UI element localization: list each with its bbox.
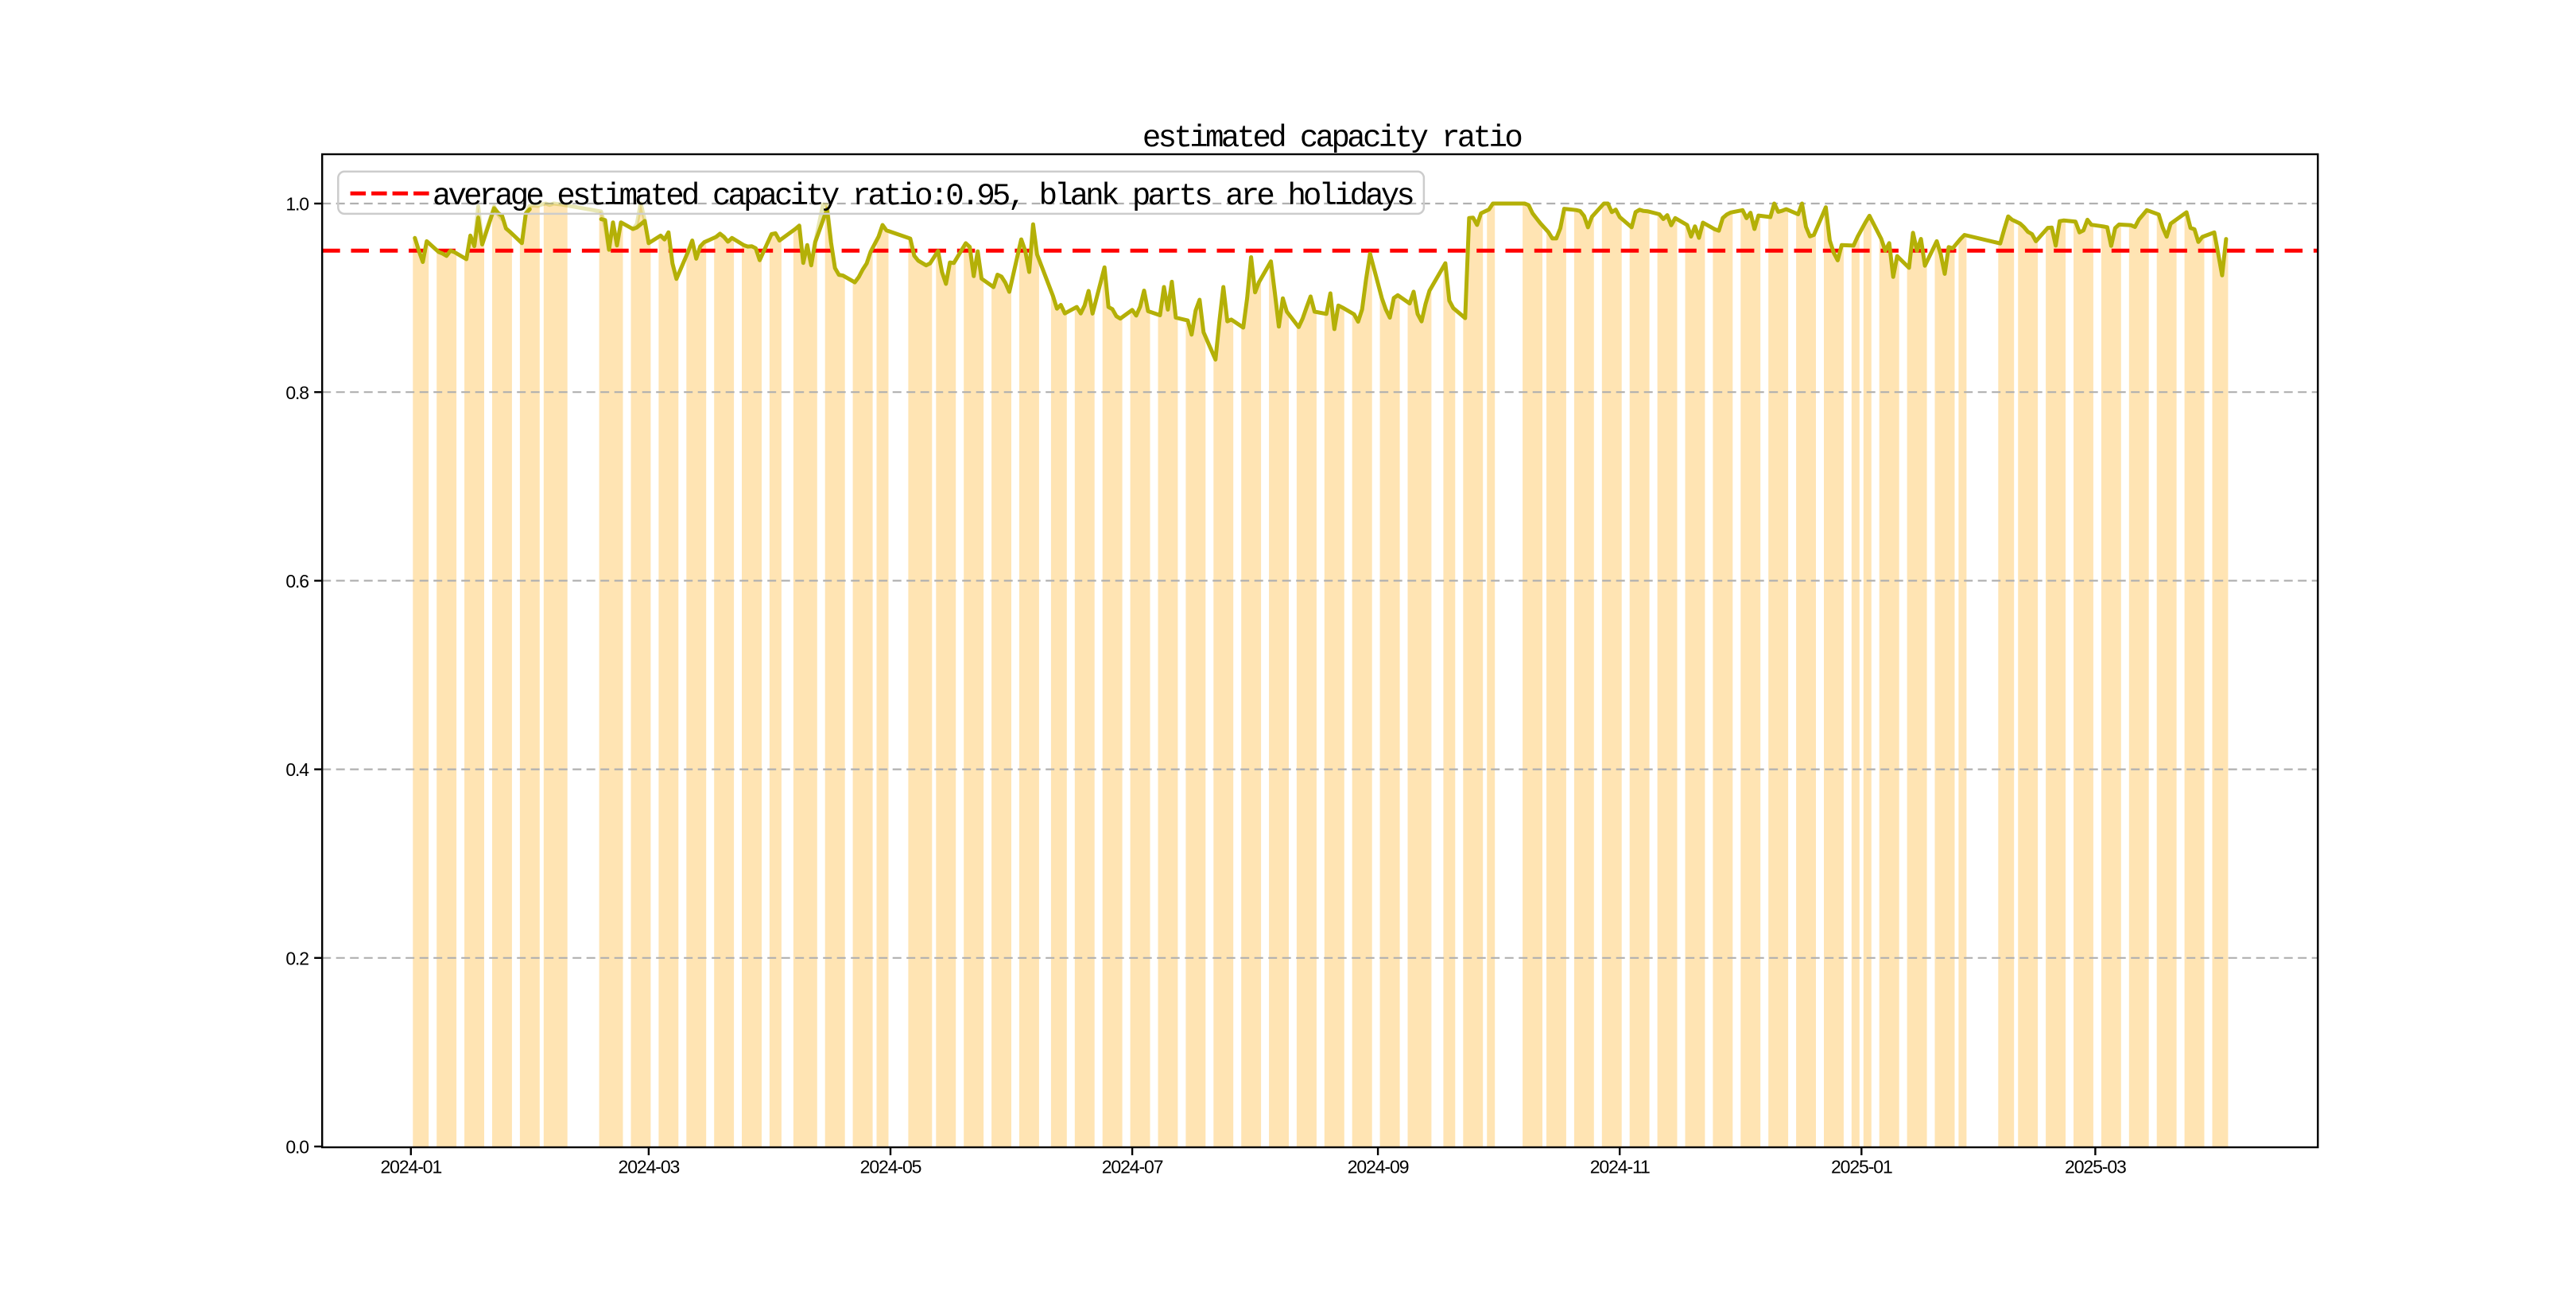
svg-text:2024-03: 2024-03 xyxy=(619,1157,680,1178)
svg-text:2024-05: 2024-05 xyxy=(860,1157,921,1178)
svg-text:2024-11: 2024-11 xyxy=(1590,1157,1650,1178)
svg-text:2024-09: 2024-09 xyxy=(1348,1157,1409,1178)
svg-text:2025-03: 2025-03 xyxy=(2065,1157,2126,1178)
svg-text:0.6: 0.6 xyxy=(285,571,308,592)
svg-text:2024-07: 2024-07 xyxy=(1102,1157,1163,1178)
svg-text:0.2: 0.2 xyxy=(285,948,308,968)
svg-text:2025-01: 2025-01 xyxy=(1831,1157,1892,1178)
svg-text:2024-01: 2024-01 xyxy=(380,1157,441,1178)
svg-text:0.8: 0.8 xyxy=(285,382,308,403)
svg-text:0.0: 0.0 xyxy=(285,1137,308,1158)
svg-text:estimated capacity ratio: estimated capacity ratio xyxy=(1143,121,1521,156)
svg-text:average estimated capacity rat: average estimated capacity ratio:0.95, b… xyxy=(433,179,1413,214)
svg-text:0.4: 0.4 xyxy=(285,759,309,780)
svg-text:1.0: 1.0 xyxy=(285,194,308,215)
